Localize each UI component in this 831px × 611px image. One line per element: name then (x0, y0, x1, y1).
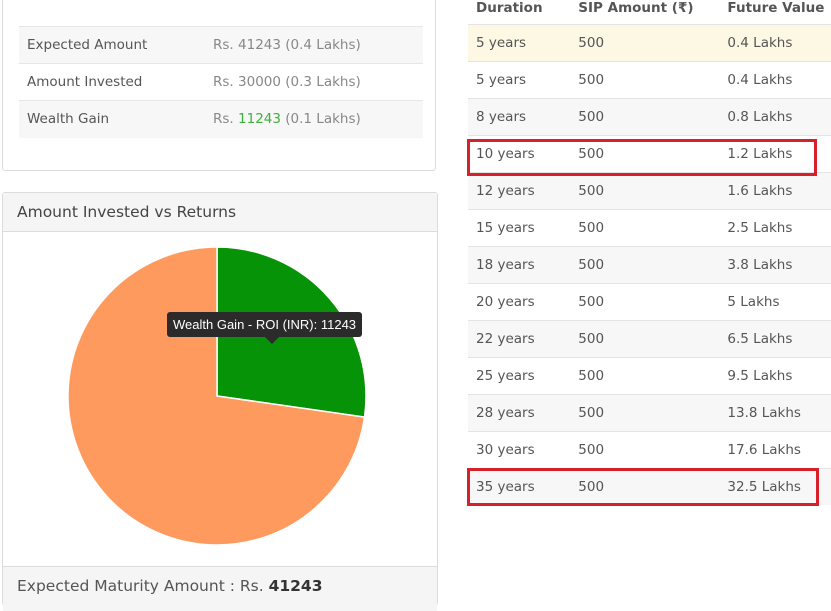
summary-label: Expected Amount (19, 26, 205, 64)
currency-prefix: Rs. (213, 74, 234, 90)
summary-table: Expected Amount Rs. 41243 (0.4 Lakhs) Am… (19, 26, 423, 138)
sip-amount-cell: 500 (570, 320, 720, 358)
highlight-box-35-years (467, 468, 819, 506)
table-row: 8 years 500 0.8 Lakhs (468, 98, 831, 136)
sip-amount-cell: 500 (570, 98, 720, 136)
lakhs-note: (0.3 Lakhs) (285, 74, 361, 90)
currency-prefix: Rs. (213, 111, 234, 128)
future-value-cell: 1.6 Lakhs (719, 172, 831, 210)
duration-cell: 30 years (468, 431, 571, 469)
currency-prefix: Rs. (213, 37, 234, 53)
sip-amount-cell: 500 (570, 172, 720, 210)
duration-cell: 12 years (468, 172, 571, 210)
chart-title: Amount Invested vs Returns (3, 193, 437, 232)
table-row: 15 years 500 2.5 Lakhs (468, 209, 831, 247)
table-row: 12 years 500 1.6 Lakhs (468, 172, 831, 210)
amount-value: 30000 (238, 74, 281, 90)
duration-cell: 35 years (468, 468, 571, 505)
col-sip-amount: SIP Amount (₹) (578, 0, 694, 16)
future-value-cell: 6.5 Lakhs (719, 320, 831, 358)
sip-amount-cell: 500 (570, 209, 720, 247)
future-value-cell: 13.8 Lakhs (719, 394, 831, 432)
duration-cell: 22 years (468, 320, 571, 358)
sip-amount-cell: 500 (570, 431, 720, 469)
summary-value: Rs. 11243 (0.1 Lakhs) (205, 100, 423, 138)
lakhs-note: (0.1 Lakhs) (285, 111, 361, 128)
table-row: 5 years 500 0.4 Lakhs (468, 61, 831, 99)
table-header-row: Duration SIP Amount (₹) Future Value (468, 0, 831, 25)
summary-label: Wealth Gain (19, 100, 205, 138)
future-value-cell: 2.5 Lakhs (719, 209, 831, 247)
maturity-value: 41243 (268, 577, 323, 595)
duration-cell: 5 years (468, 24, 571, 62)
duration-cell: 28 years (468, 394, 571, 432)
tooltip-arrow (265, 337, 279, 344)
pie-slice-amount-invested[interactable] (67, 246, 366, 546)
table-row: 5 years 500 0.4 Lakhs (468, 24, 831, 62)
summary-value: Rs. 41243 (0.4 Lakhs) (205, 26, 423, 64)
amount-value: 41243 (238, 37, 281, 53)
future-value-cell: 5 Lakhs (719, 283, 831, 321)
maturity-label: Expected Maturity Amount : Rs. (17, 577, 264, 595)
future-value-cell: 32.5 Lakhs (719, 468, 831, 505)
duration-cell: 5 years (468, 61, 571, 99)
sip-amount-cell: 500 (570, 246, 720, 284)
future-value-cell: 0.4 Lakhs (719, 61, 831, 99)
duration-cell: 25 years (468, 357, 571, 395)
lakhs-note: (0.4 Lakhs) (285, 37, 361, 53)
summary-value: Rs. 30000 (0.3 Lakhs) (205, 63, 423, 101)
table-row: 25 years 500 9.5 Lakhs (468, 357, 831, 395)
sip-amount-cell: 500 (570, 357, 720, 395)
duration-cell: 18 years (468, 246, 571, 284)
table-row: 28 years 500 13.8 Lakhs (468, 394, 831, 432)
future-value-cell: 0.4 Lakhs (719, 24, 831, 62)
amount-value: 11243 (238, 111, 281, 128)
col-future-value: Future Value (727, 0, 825, 16)
table-row: 18 years 500 3.8 Lakhs (468, 246, 831, 284)
col-duration: Duration (476, 0, 543, 16)
table-row: 30 years 500 17.6 Lakhs (468, 431, 831, 469)
duration-cell: 20 years (468, 283, 571, 321)
sip-amount-cell: 500 (570, 283, 720, 321)
future-value-cell: 3.8 Lakhs (719, 246, 831, 284)
future-value-cell: 9.5 Lakhs (719, 357, 831, 395)
sip-amount-cell: 500 (570, 24, 720, 62)
summary-row-gain: Wealth Gain Rs. 11243 (0.1 Lakhs) (19, 100, 423, 138)
chart-tooltip: Wealth Gain - ROI (INR): 11243 (167, 312, 363, 337)
future-value-cell: 17.6 Lakhs (719, 431, 831, 469)
highlight-box-10-years (467, 139, 817, 176)
duration-cell: 15 years (468, 209, 571, 247)
sip-table: Duration SIP Amount (₹) Future Value 5 y… (468, 0, 831, 505)
sip-amount-cell: 500 (570, 61, 720, 99)
future-value-cell: 0.8 Lakhs (719, 98, 831, 136)
sip-amount-cell: 500 (570, 394, 720, 432)
duration-cell: 8 years (468, 98, 571, 136)
table-row: 22 years 500 6.5 Lakhs (468, 320, 831, 358)
summary-card: Expected Amount Rs. 41243 (0.4 Lakhs) Am… (2, 0, 436, 171)
summary-row-expected: Expected Amount Rs. 41243 (0.4 Lakhs) (19, 26, 423, 64)
summary-label: Amount Invested (19, 63, 205, 101)
table-row: 35 years 500 32.5 Lakhs (468, 468, 831, 505)
table-row: 20 years 500 5 Lakhs (468, 283, 831, 321)
summary-row-invested: Amount Invested Rs. 30000 (0.3 Lakhs) (19, 63, 423, 101)
